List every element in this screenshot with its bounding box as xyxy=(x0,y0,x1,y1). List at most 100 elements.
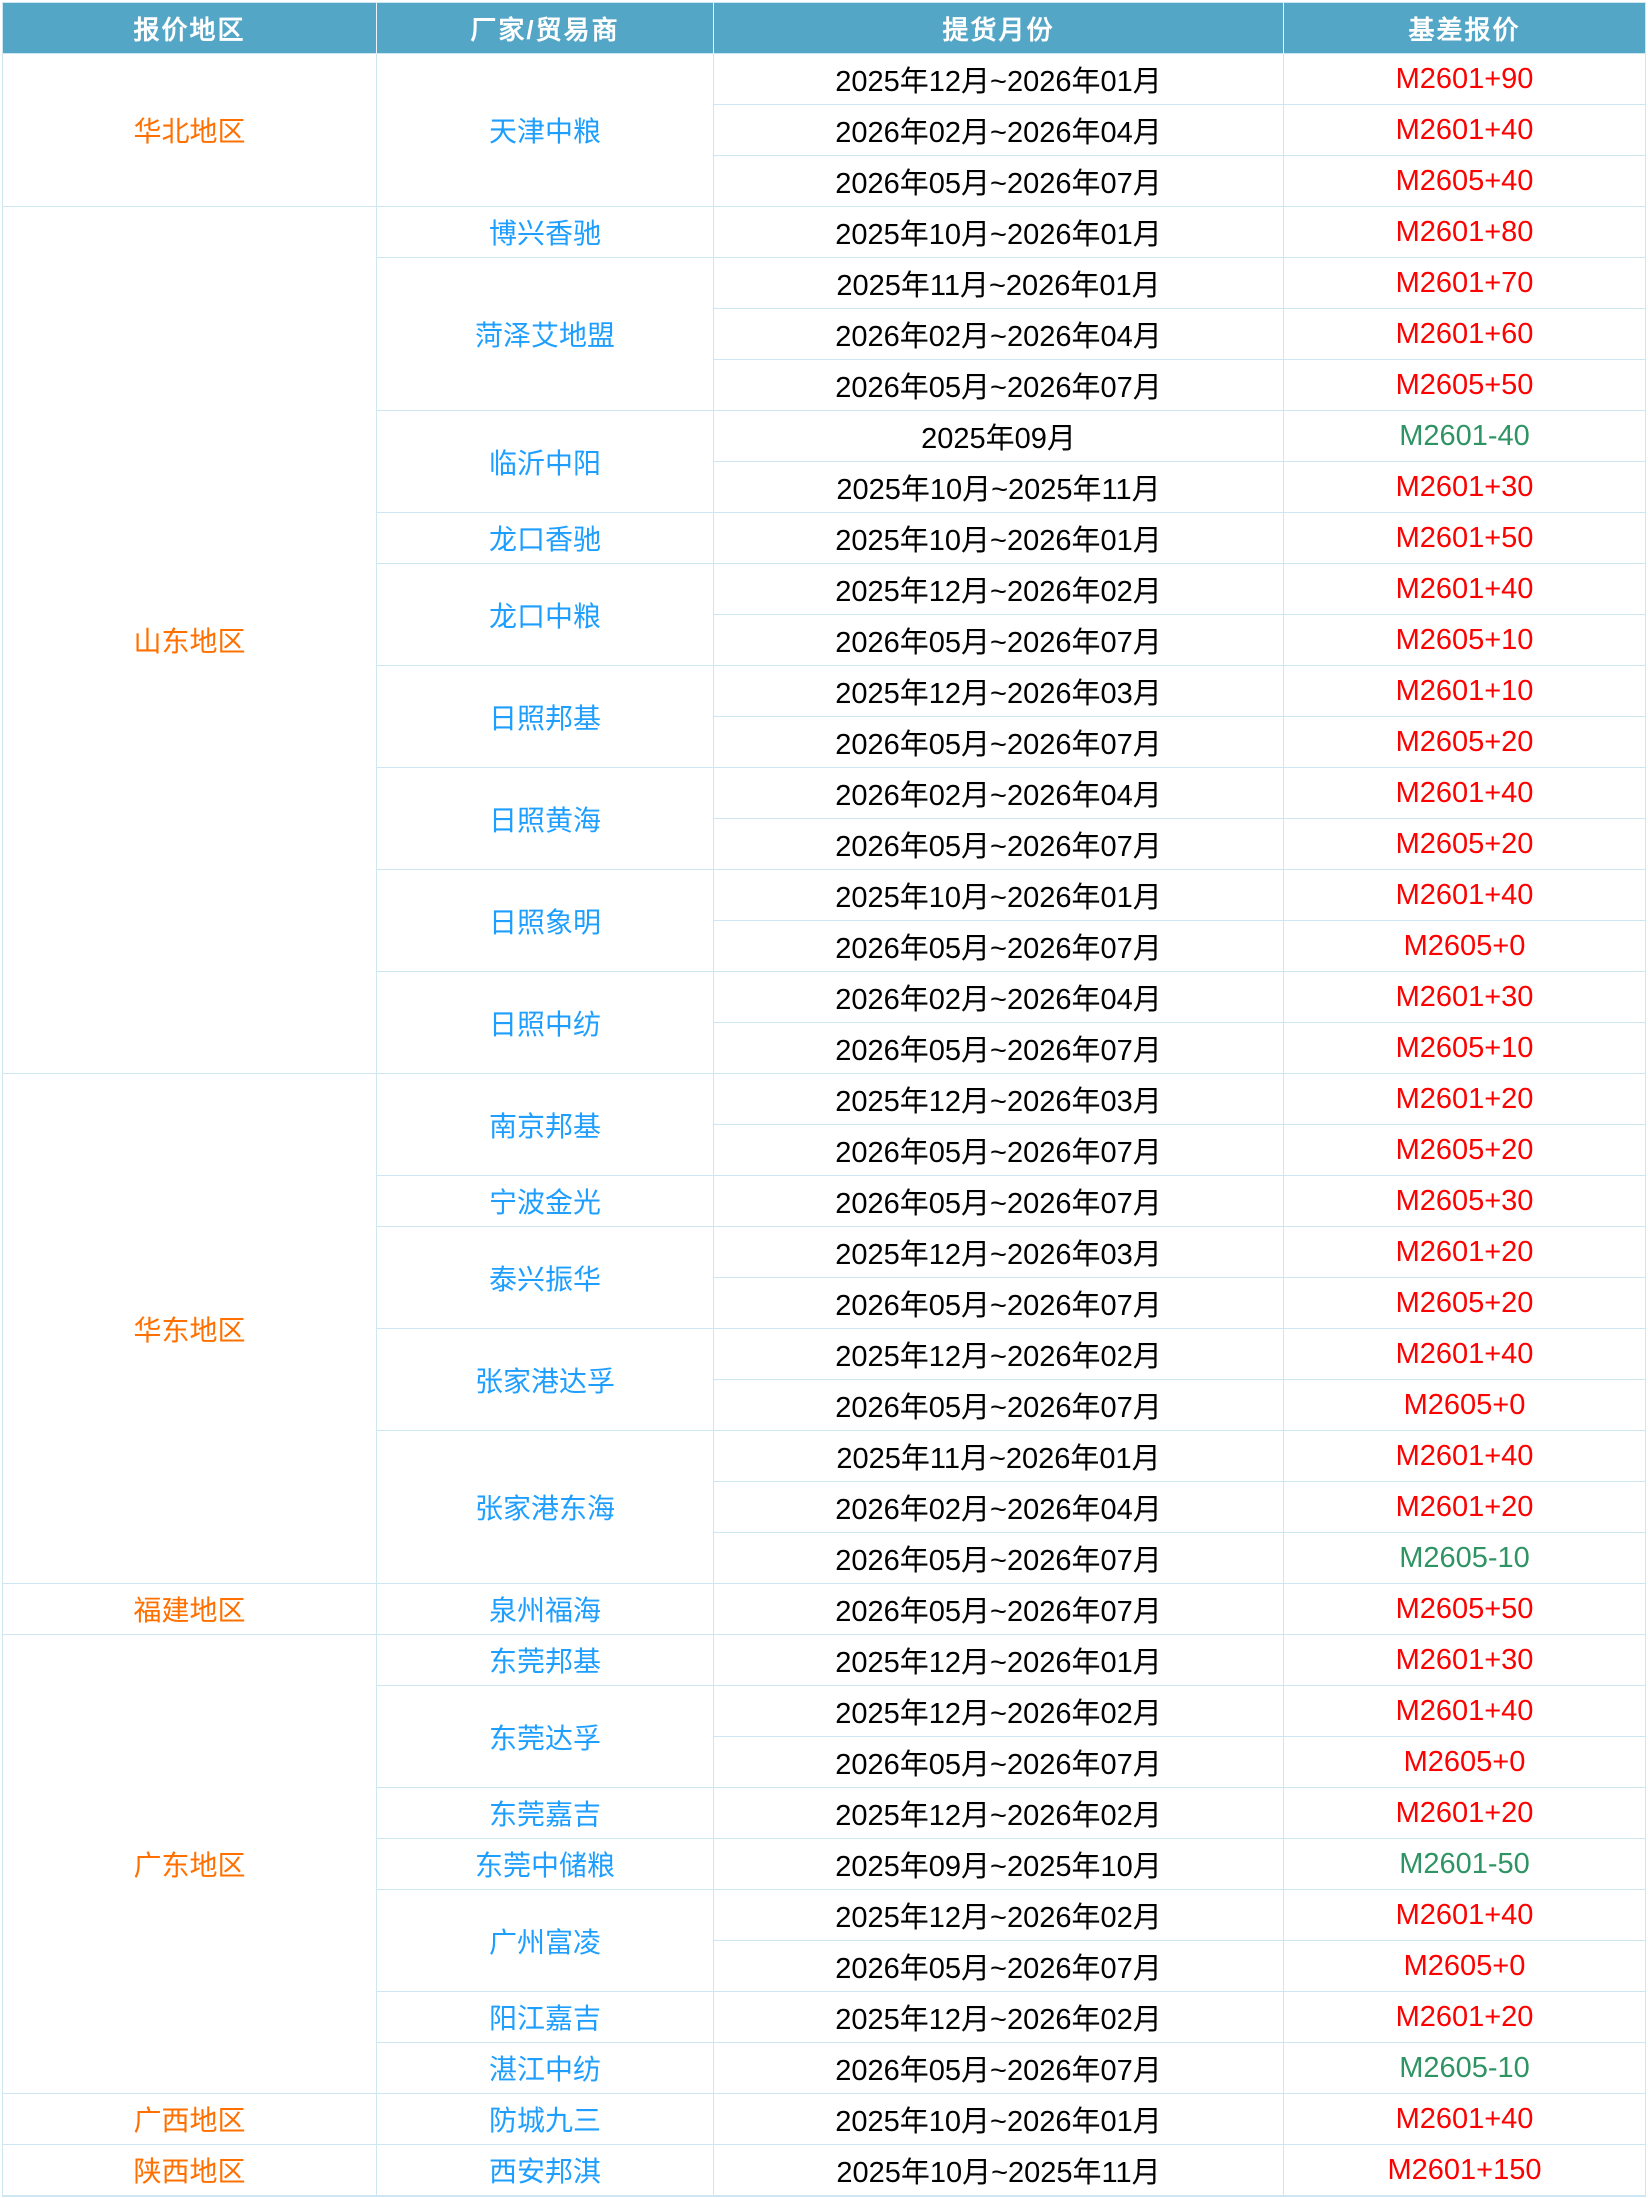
basis-cell: M2605+10 xyxy=(1284,615,1645,666)
month-cell: 2025年12月~2026年02月 xyxy=(714,1329,1284,1380)
supplier-cell: 博兴香驰 xyxy=(377,207,714,258)
column-header-region: 报价地区 xyxy=(3,3,377,54)
supplier-cell: 日照象明 xyxy=(377,870,714,972)
basis-cell: M2605+0 xyxy=(1284,1380,1645,1431)
basis-cell: M2601+30 xyxy=(1284,462,1645,513)
basis-cell: M2601+40 xyxy=(1284,564,1645,615)
region-cell: 山东地区 xyxy=(3,207,377,1074)
month-cell: 2026年05月~2026年07月 xyxy=(714,1533,1284,1584)
region-cell: 广东地区 xyxy=(3,1635,377,2094)
basis-cell: M2605+10 xyxy=(1284,1023,1645,1074)
basis-cell: M2601+150 xyxy=(1284,2145,1645,2196)
basis-cell: M2601+40 xyxy=(1284,1686,1645,1737)
basis-cell: M2605-10 xyxy=(1284,2043,1645,2094)
basis-cell: M2605+20 xyxy=(1284,819,1645,870)
basis-cell: M2601+40 xyxy=(1284,870,1645,921)
supplier-cell: 天津中粮 xyxy=(377,54,714,207)
supplier-cell: 西安邦淇 xyxy=(377,2145,714,2196)
supplier-cell: 菏泽艾地盟 xyxy=(377,258,714,411)
basis-cell: M2601+40 xyxy=(1284,768,1645,819)
month-cell: 2026年05月~2026年07月 xyxy=(714,360,1284,411)
month-cell: 2025年12月~2026年02月 xyxy=(714,1992,1284,2043)
column-header-month: 提货月份 xyxy=(714,3,1284,54)
region-cell: 华东地区 xyxy=(3,1074,377,1584)
basis-cell: M2601+20 xyxy=(1284,1227,1645,1278)
month-cell: 2026年02月~2026年04月 xyxy=(714,309,1284,360)
basis-cell: M2605+20 xyxy=(1284,1125,1645,1176)
supplier-cell: 泰兴振华 xyxy=(377,1227,714,1329)
basis-cell: M2601+40 xyxy=(1284,1890,1645,1941)
basis-cell: M2601+20 xyxy=(1284,1482,1645,1533)
month-cell: 2026年05月~2026年07月 xyxy=(714,156,1284,207)
supplier-cell: 阳江嘉吉 xyxy=(377,1992,714,2043)
month-cell: 2026年05月~2026年07月 xyxy=(714,1176,1284,1227)
month-cell: 2025年12月~2026年01月 xyxy=(714,1635,1284,1686)
month-cell: 2025年11月~2026年01月 xyxy=(714,1431,1284,1482)
supplier-cell: 东莞嘉吉 xyxy=(377,1788,714,1839)
basis-cell: M2605+0 xyxy=(1284,1737,1645,1788)
basis-cell: M2601+60 xyxy=(1284,309,1645,360)
supplier-cell: 南京邦基 xyxy=(377,1074,714,1176)
basis-cell: M2601+80 xyxy=(1284,207,1645,258)
supplier-cell: 东莞邦基 xyxy=(377,1635,714,1686)
basis-cell: M2605-10 xyxy=(1284,1533,1645,1584)
basis-cell: M2605+40 xyxy=(1284,156,1645,207)
basis-cell: M2601-40 xyxy=(1284,411,1645,462)
month-cell: 2025年12月~2026年03月 xyxy=(714,1227,1284,1278)
supplier-cell: 东莞中储粮 xyxy=(377,1839,714,1890)
basis-cell: M2601+90 xyxy=(1284,54,1645,105)
basis-cell: M2601+20 xyxy=(1284,1074,1645,1125)
basis-cell: M2601+20 xyxy=(1284,1992,1645,2043)
month-cell: 2026年05月~2026年07月 xyxy=(714,1941,1284,1992)
month-cell: 2026年05月~2026年07月 xyxy=(714,1737,1284,1788)
month-cell: 2026年05月~2026年07月 xyxy=(714,1584,1284,1635)
basis-cell: M2601+70 xyxy=(1284,258,1645,309)
month-cell: 2026年02月~2026年04月 xyxy=(714,1482,1284,1533)
column-header-supplier: 厂家/贸易商 xyxy=(377,3,714,54)
month-cell: 2025年12月~2026年02月 xyxy=(714,1788,1284,1839)
supplier-cell: 龙口中粮 xyxy=(377,564,714,666)
month-cell: 2025年10月~2026年01月 xyxy=(714,2094,1284,2145)
month-cell: 2025年09月 xyxy=(714,411,1284,462)
basis-cell: M2605+50 xyxy=(1284,360,1645,411)
supplier-cell: 防城九三 xyxy=(377,2094,714,2145)
month-cell: 2026年05月~2026年07月 xyxy=(714,615,1284,666)
month-cell: 2026年05月~2026年07月 xyxy=(714,819,1284,870)
month-cell: 2025年10月~2026年01月 xyxy=(714,513,1284,564)
basis-cell: M2601+30 xyxy=(1284,1635,1645,1686)
month-cell: 2025年11月~2026年01月 xyxy=(714,258,1284,309)
region-cell: 福建地区 xyxy=(3,1584,377,1635)
month-cell: 2025年12月~2026年02月 xyxy=(714,1686,1284,1737)
region-cell: 广西地区 xyxy=(3,2094,377,2145)
month-cell: 2026年02月~2026年04月 xyxy=(714,105,1284,156)
month-cell: 2025年10月~2026年01月 xyxy=(714,870,1284,921)
supplier-cell: 广州富凌 xyxy=(377,1890,714,1992)
supplier-cell: 临沂中阳 xyxy=(377,411,714,513)
basis-cell: M2601+20 xyxy=(1284,1788,1645,1839)
month-cell: 2025年12月~2026年03月 xyxy=(714,1074,1284,1125)
basis-cell: M2605+50 xyxy=(1284,1584,1645,1635)
month-cell: 2025年09月~2025年10月 xyxy=(714,1839,1284,1890)
basis-cell: M2605+20 xyxy=(1284,1278,1645,1329)
basis-cell: M2601+40 xyxy=(1284,1431,1645,1482)
month-cell: 2025年12月~2026年02月 xyxy=(714,1890,1284,1941)
supplier-cell: 日照中纺 xyxy=(377,972,714,1074)
month-cell: 2025年10月~2026年01月 xyxy=(714,207,1284,258)
basis-cell: M2605+30 xyxy=(1284,1176,1645,1227)
supplier-cell: 湛江中纺 xyxy=(377,2043,714,2094)
basis-cell: M2601+50 xyxy=(1284,513,1645,564)
month-cell: 2026年02月~2026年04月 xyxy=(714,768,1284,819)
month-cell: 2026年05月~2026年07月 xyxy=(714,717,1284,768)
basis-cell: M2601-50 xyxy=(1284,1839,1645,1890)
region-cell: 华北地区 xyxy=(3,54,377,207)
month-cell: 2025年12月~2026年03月 xyxy=(714,666,1284,717)
basis-cell: M2601+10 xyxy=(1284,666,1645,717)
month-cell: 2026年05月~2026年07月 xyxy=(714,1380,1284,1431)
basis-cell: M2605+0 xyxy=(1284,1941,1645,1992)
month-cell: 2025年10月~2025年11月 xyxy=(714,462,1284,513)
basis-cell: M2601+30 xyxy=(1284,972,1645,1023)
supplier-cell: 泉州福海 xyxy=(377,1584,714,1635)
supplier-cell: 龙口香驰 xyxy=(377,513,714,564)
month-cell: 2026年05月~2026年07月 xyxy=(714,1023,1284,1074)
